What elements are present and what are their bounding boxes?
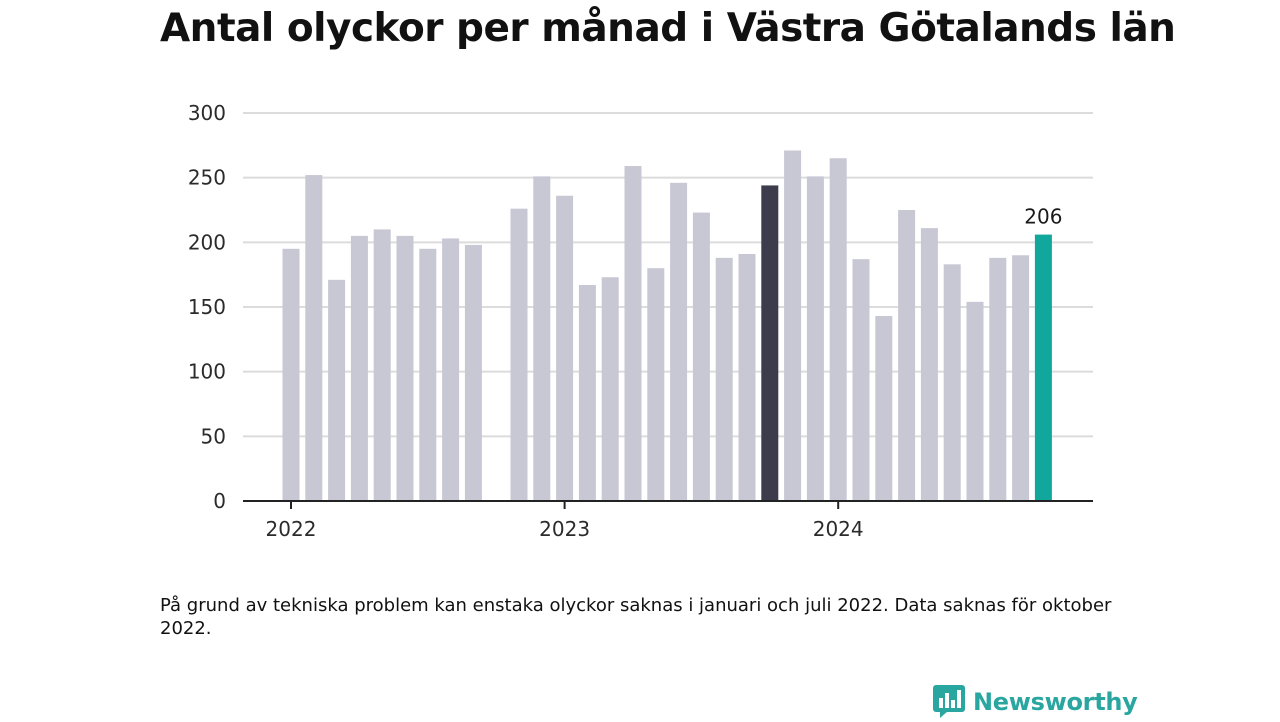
bar-2022-04 <box>350 235 368 501</box>
bar-2023-01 <box>556 195 574 502</box>
brand-logo: Newsworthy <box>933 682 1138 722</box>
bars <box>282 150 1052 502</box>
bar-2024-04 <box>898 210 916 501</box>
bar-2024-09 <box>1012 255 1030 501</box>
y-tick-label: 250 <box>188 166 226 190</box>
y-tick-label: 300 <box>188 101 226 125</box>
bar-2022-05 <box>373 229 391 501</box>
bar-2023-05 <box>647 268 665 501</box>
bar-2022-07 <box>419 248 437 501</box>
bar-2022-12 <box>533 176 551 501</box>
gridlines <box>243 112 1093 438</box>
bar-2023-02 <box>578 285 596 501</box>
y-tick-label: 150 <box>188 295 226 319</box>
brand-name: Newsworthy <box>973 688 1138 716</box>
y-axis-ticks: 0 50 100 150 200 250 300 <box>188 101 226 513</box>
bar-2022-11 <box>510 208 528 501</box>
y-tick-label: 200 <box>188 230 226 254</box>
bar-2023-06 <box>670 182 688 501</box>
bar-2023-04 <box>624 166 642 501</box>
bar-2024-10 <box>1034 234 1052 501</box>
x-tick-label: 2024 <box>813 517 864 541</box>
bar-2022-06 <box>396 235 414 501</box>
newsworthy-logo-icon <box>933 685 965 718</box>
bar-2022-01 <box>282 248 300 501</box>
bar-2024-01 <box>829 158 847 501</box>
bar-2023-07 <box>692 212 710 501</box>
bar-2022-02 <box>305 175 323 501</box>
bar-2024-08 <box>989 257 1007 501</box>
bar-2024-06 <box>943 264 961 501</box>
y-tick-label: 100 <box>188 360 226 384</box>
chart-title: Antal olyckor per månad i Västra Götalan… <box>160 6 1176 51</box>
bar-2022-08 <box>442 238 460 501</box>
bar-2023-12 <box>806 176 824 501</box>
bar-2024-03 <box>875 316 893 501</box>
bar-2022-03 <box>328 279 346 501</box>
bar-2023-11 <box>784 150 802 502</box>
x-axis-ticks: 2022 2023 2024 <box>266 501 864 541</box>
x-tick-label: 2023 <box>539 517 590 541</box>
bar-2022-09 <box>464 244 482 502</box>
data-labels: 206 <box>1024 205 1062 229</box>
bar-2023-03 <box>601 277 619 501</box>
bar-2024-05 <box>920 228 938 501</box>
bar-2023-10 <box>761 185 779 501</box>
bar-2024-02 <box>852 259 870 501</box>
data-label: 206 <box>1024 205 1062 229</box>
y-tick-label: 0 <box>213 489 226 513</box>
y-tick-label: 50 <box>201 424 226 448</box>
bar-2023-08 <box>715 257 733 501</box>
bar-2023-09 <box>738 253 756 501</box>
bar-2024-07 <box>966 301 984 501</box>
x-tick-label: 2022 <box>266 517 317 541</box>
bar-chart: 0 50 100 150 200 250 300 2022 2023 2024 206 <box>188 101 1093 541</box>
footnote: På grund av tekniska problem kan enstaka… <box>160 595 1112 639</box>
